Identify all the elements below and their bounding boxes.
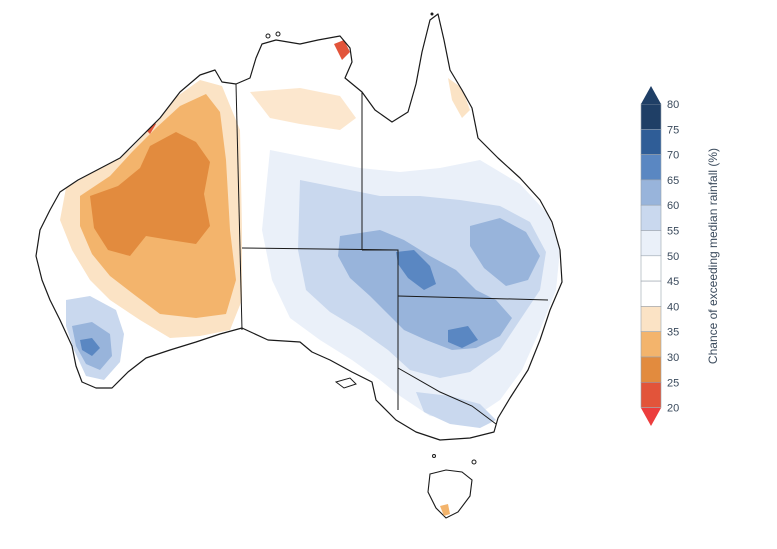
legend-bin-50-55: [640, 230, 662, 257]
legend-color-bins: [640, 103, 662, 408]
legend-tick-20: 20: [667, 403, 679, 415]
legend-bin-75-80: [640, 103, 662, 130]
legend-bin-60-65: [640, 179, 662, 206]
sa-qld-nsw-border: [362, 249, 399, 296]
legend-under-arrow: [641, 408, 661, 426]
legend: 80 75 70 65 60 55 50 45 40 35 30 25 20 Chance of exc…: [640, 86, 720, 426]
legend-bin-70-75: [640, 128, 662, 155]
legend-bin-20-25: [640, 381, 662, 408]
probability-shading: [60, 40, 560, 428]
legend-tick-25: 25: [667, 377, 679, 389]
legend-tick-35: 35: [667, 327, 679, 339]
legend-bin-55-60: [640, 204, 662, 231]
rainfall-outlook-map: [35, 12, 563, 519]
vic-nsw-border: [397, 367, 497, 425]
wet-region-dark-sw: [80, 338, 100, 356]
tasmania-dry-spot: [440, 504, 450, 516]
tasmania-land: [427, 469, 473, 519]
state-borders: [235, 83, 549, 425]
legend-tick-40: 40: [667, 301, 679, 313]
island-dot: [430, 12, 434, 16]
legend-tick-60: 60: [667, 200, 679, 212]
wa-border: [235, 83, 243, 331]
very-dry-spot-topend: [334, 40, 350, 60]
legend-bin-45-50: [640, 255, 662, 282]
legend-tick-65: 65: [667, 175, 679, 187]
island-dot: [265, 33, 271, 39]
legend-bin-25-30: [640, 356, 662, 383]
legend-tick-45: 45: [667, 276, 679, 288]
dry-region-cape-light: [448, 78, 470, 118]
legend-tick-labels: 80 75 70 65 60 55 50 45 40 35 30 25 20: [667, 99, 679, 415]
wet-region-victoria-light: [416, 392, 496, 428]
legend-tick-75: 75: [667, 124, 679, 136]
legend-bin-40-45: [640, 280, 662, 307]
legend-bin-65-70: [640, 154, 662, 181]
island-dot: [471, 459, 477, 465]
legend-bin-30-35: [640, 331, 662, 358]
legend-tick-80: 80: [667, 99, 679, 111]
legend-title: Chance of exceeding median rainfall (%): [706, 148, 720, 364]
wet-region-dark-nsw: [448, 326, 478, 348]
island-dot: [275, 31, 281, 37]
island-dot: [432, 454, 436, 458]
wet-region-medium: [338, 230, 512, 350]
legend-tick-30: 30: [667, 352, 679, 364]
mainland-coastline: [35, 13, 563, 441]
legend-tick-55: 55: [667, 226, 679, 238]
wet-region-se-qld-medium: [470, 218, 540, 286]
wet-region-dark: [396, 250, 436, 290]
legend-over-arrow: [641, 86, 661, 104]
legend-tick-50: 50: [667, 251, 679, 263]
dry-region-dark: [90, 132, 210, 256]
dry-region-nt-light: [250, 88, 356, 130]
kangaroo-island: [334, 377, 357, 389]
legend-tick-70: 70: [667, 150, 679, 162]
legend-bin-35-40: [640, 306, 662, 332]
qld-nsw-border: [397, 295, 549, 301]
